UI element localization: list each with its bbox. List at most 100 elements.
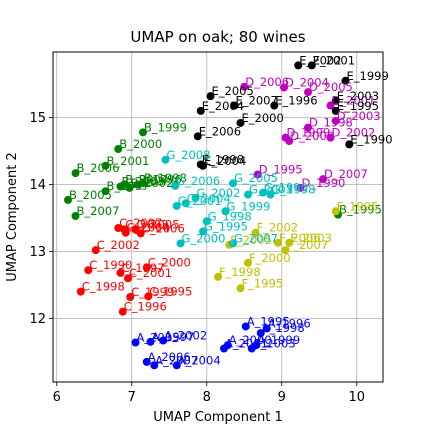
data-point-g-1998 [266, 190, 275, 199]
data-point-d-2003 [331, 116, 340, 125]
data-point-e-2002 [294, 61, 303, 70]
point-label: G_2007 [234, 231, 278, 245]
point-label: F_1995 [337, 199, 379, 213]
point-label: E_2000 [242, 111, 284, 125]
point-label: B_1996 [139, 173, 182, 187]
data-point-e-2007 [230, 101, 239, 110]
point-label: G_2008 [167, 148, 211, 162]
data-point-g-2001 [172, 201, 181, 210]
point-label: A_1999 [257, 333, 300, 347]
point-label: G_2003 [249, 183, 293, 197]
y-tick-label: 14 [29, 178, 46, 193]
data-point-e-2005 [206, 92, 215, 101]
point-label: G_1999 [227, 199, 271, 213]
data-point-g-1995 [199, 227, 207, 236]
data-point-c-2006 [136, 229, 145, 238]
point-label: F_1998 [219, 265, 261, 279]
x-tick-label: 9 [278, 390, 286, 405]
y-tick-label: 12 [29, 312, 46, 327]
data-point-g-2003 [244, 190, 252, 199]
data-point-e-2003 [331, 96, 340, 105]
data-point-c-1990 [84, 266, 93, 275]
data-point-c-1995 [144, 292, 153, 301]
data-point-c-2000 [142, 263, 151, 272]
axis-ticks: 6 7 8 9 10 12 13 14 15 [29, 111, 365, 405]
point-label: C_2004 [127, 221, 170, 235]
data-point-b-2001 [101, 161, 110, 170]
data-point-e-1995 [331, 106, 340, 115]
x-tick-label: 6 [53, 390, 61, 405]
data-point-e-1996 [270, 101, 279, 110]
point-label: E_1996 [275, 94, 317, 108]
x-tick-label: 8 [203, 390, 211, 405]
data-point-c-1996 [118, 307, 127, 316]
data-point-c-1999 [126, 292, 135, 301]
data-point-d-2007 [319, 175, 327, 184]
point-label: A_2003 [253, 337, 296, 351]
point-label: C_2005 [137, 217, 180, 231]
data-point-a-2007 [150, 361, 159, 370]
point-label: E_2007 [236, 94, 278, 108]
data-point-e-2006 [193, 132, 202, 141]
data-point-e-2000 [236, 118, 245, 127]
point-label: G_1998 [272, 183, 316, 197]
chart-title: UMAP on oak; 80 wines [130, 28, 305, 46]
data-point-d-2006 [240, 82, 249, 91]
data-point-g-1990 [259, 188, 267, 197]
point-label: B_2000 [119, 137, 162, 151]
data-point-a-2001 [220, 344, 228, 353]
point-label: E_2006 [199, 124, 241, 138]
data-point-f-1995 [236, 284, 245, 293]
data-point-b-2004 [120, 180, 129, 189]
point-label: A_2004 [178, 353, 221, 367]
y-axis-title: UMAP Component 2 [5, 152, 20, 281]
point-label: B_2007 [77, 204, 120, 218]
data-point-f-2006 [274, 238, 282, 247]
point-label: C_1997 [122, 261, 165, 275]
point-labels: A_1995A_1996A_1997A_1998A_1999A_2000A_20… [69, 53, 393, 367]
point-label: D_1998 [309, 116, 353, 130]
point-label: G_2000 [182, 231, 226, 245]
point-label: C_2006 [142, 221, 185, 235]
point-label: E_2001 [313, 53, 355, 67]
point-label: F_2003 [290, 231, 332, 245]
point-label: E_2003 [337, 89, 379, 103]
point-label: A_2006 [148, 350, 191, 364]
data-point-a-2002 [159, 336, 168, 345]
point-label: B_2004 [125, 173, 168, 187]
y-tick-label: 15 [29, 111, 46, 126]
x-tick-label: 7 [128, 390, 136, 405]
point-label: D_1990 [302, 176, 346, 190]
data-point-g-1999 [221, 207, 230, 216]
point-label: B_2005 [69, 188, 112, 202]
point-label: A_2007 [155, 353, 198, 367]
point-label: E_2005 [212, 84, 254, 98]
data-point-g-2004 [181, 199, 190, 208]
point-label: A_1998 [262, 321, 305, 335]
data-point-d-1990 [296, 183, 305, 192]
data-point-e-2001 [307, 61, 316, 70]
data-point-f-2002 [251, 228, 260, 237]
point-label: D_2005 [309, 80, 353, 94]
data-point-c-2007 [114, 224, 123, 233]
point-label: B_2006 [77, 161, 120, 175]
point-label: G_1995 [204, 219, 248, 233]
data-point-c-2004 [121, 228, 130, 237]
point-label: C_2003 [125, 217, 168, 231]
data-point-f-2000 [244, 258, 252, 267]
data-point-g-2006 [171, 181, 180, 190]
data-point-f-1995 [331, 207, 340, 216]
data-point-f-2003 [285, 238, 294, 247]
point-label: E_1990 [350, 132, 392, 146]
data-point-a-2006 [142, 357, 151, 366]
data-point-g-2007 [229, 239, 237, 248]
point-label: G_1990 [264, 181, 308, 195]
data-point-g-2000 [176, 239, 185, 248]
data-point-b-2005 [64, 195, 72, 204]
point-label: D_2003 [337, 109, 381, 123]
point-label: G_2004 [187, 191, 231, 205]
point-label: F_2006 [279, 231, 321, 245]
data-point-a-1996 [262, 324, 271, 333]
